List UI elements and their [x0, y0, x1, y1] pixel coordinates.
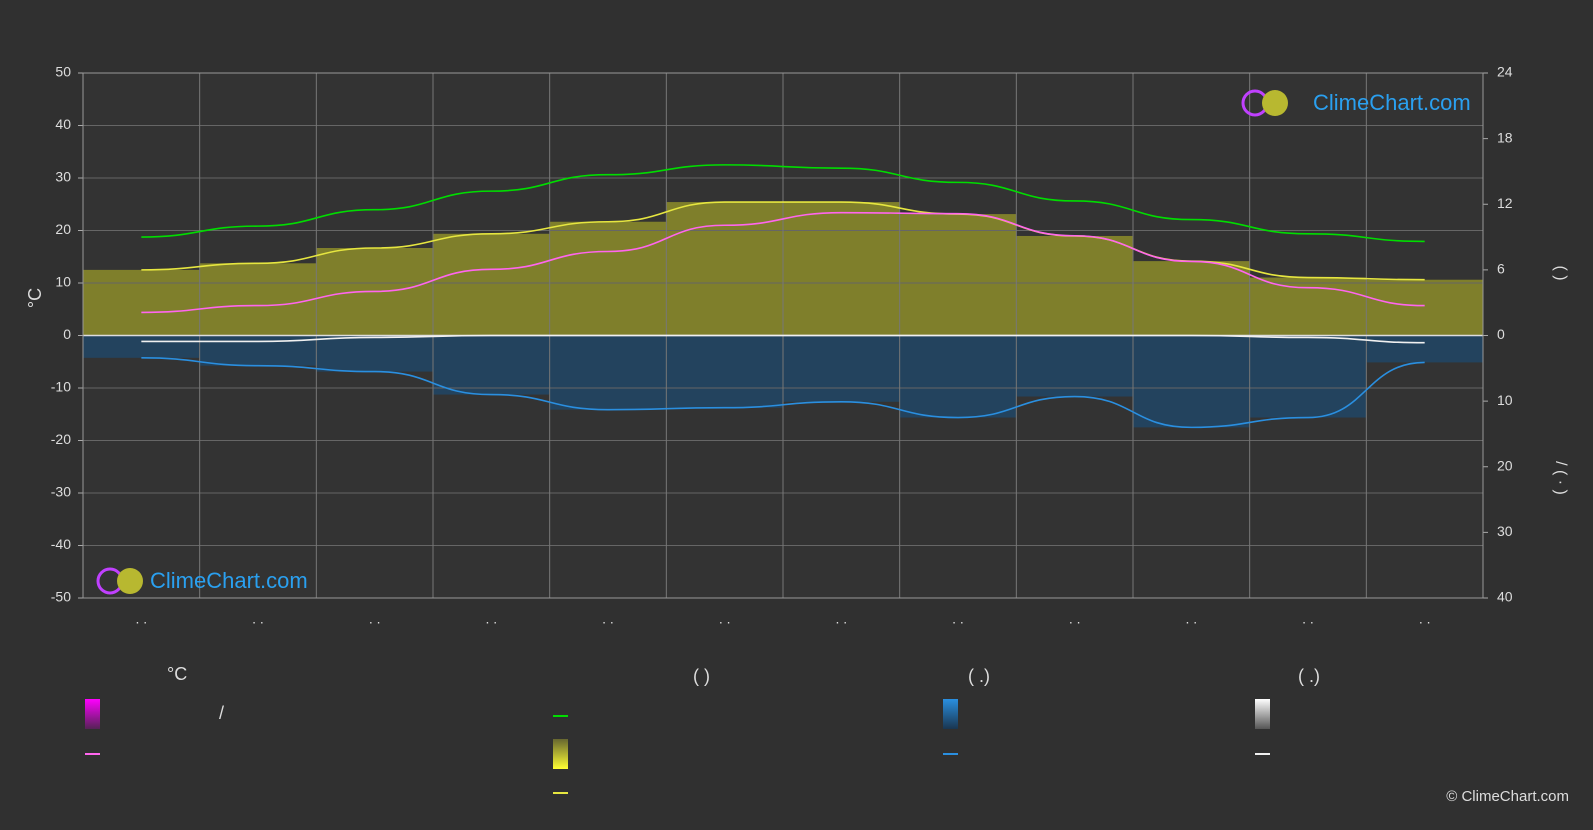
- y2-tick-label: 6: [1497, 261, 1505, 277]
- area-bar: [1016, 235, 1133, 336]
- y2-axis-label: ( ): [1552, 265, 1569, 280]
- y3-tick-label: 20: [1497, 457, 1513, 473]
- area-bar: [433, 233, 550, 336]
- x-tick-label: . .: [952, 611, 964, 627]
- x-tick-label: . .: [1185, 611, 1197, 627]
- logo-text: ClimeChart.com: [150, 568, 308, 593]
- area-bar: [549, 221, 667, 336]
- y-tick-label: 50: [55, 64, 71, 80]
- area-bar: [899, 214, 1017, 336]
- area-bar: [1249, 335, 1367, 418]
- x-tick-label: . .: [1302, 611, 1314, 627]
- area-bar: [899, 335, 1017, 418]
- legend-header: ( ): [693, 666, 710, 686]
- area-bar: [199, 263, 317, 336]
- y3-tick-label: 10: [1497, 392, 1513, 408]
- copyright: © ClimeChart.com: [1446, 788, 1569, 805]
- y-tick-label: 0: [63, 326, 71, 342]
- area-bar: [83, 269, 200, 336]
- series-line: [141, 334, 1425, 344]
- x-tick-label: . .: [835, 611, 847, 627]
- y2-tick-label: 18: [1497, 129, 1513, 145]
- logo: ClimeChart.com: [96, 567, 308, 595]
- legend-swatch: [553, 739, 568, 769]
- area-bar: [1133, 335, 1250, 428]
- legend-header: °C: [167, 664, 187, 684]
- area-bar: [666, 202, 783, 336]
- x-tick-label: . .: [135, 611, 147, 627]
- legend-text: /: [219, 703, 224, 723]
- y-tick-label: -10: [51, 379, 71, 395]
- legend-swatch: [85, 699, 100, 729]
- area-bar: [1133, 261, 1250, 336]
- x-tick-label: . .: [719, 611, 731, 627]
- area-bar: [783, 335, 900, 402]
- x-tick-label: . .: [602, 611, 614, 627]
- x-tick-label: . .: [485, 611, 497, 627]
- y-tick-label: 40: [55, 116, 71, 132]
- y-axis-label: °C: [25, 288, 45, 308]
- legend-header: ( .): [1298, 666, 1320, 686]
- legend-swatch: [943, 699, 958, 729]
- area-bar: [1016, 335, 1133, 397]
- area-bar: [783, 202, 900, 336]
- area-bar: [316, 335, 433, 372]
- series-line: [141, 164, 1425, 243]
- x-tick-label: . .: [1069, 611, 1081, 627]
- y3-axis-label: / ( · ): [1552, 461, 1569, 495]
- series-line: [141, 211, 1425, 314]
- y-tick-label: 10: [55, 274, 71, 290]
- area-bar: [433, 335, 550, 395]
- y2-tick-label: 0: [1497, 326, 1505, 342]
- plot: -50 -40 -30 -20 -10 0 10 20 30 40 50 0 6 12 18 24 10 20 30…: [51, 64, 1513, 627]
- y-tick-label: -20: [51, 431, 71, 447]
- area-bar: [1249, 277, 1367, 336]
- area-bar: [666, 335, 783, 408]
- x-tick-label: . .: [252, 611, 264, 627]
- y3-tick-label: 30: [1497, 523, 1513, 539]
- y3-tick-label: 40: [1497, 589, 1513, 605]
- legend-swatch: [1255, 699, 1270, 729]
- area-bar: [1366, 279, 1483, 336]
- y-tick-label: -40: [51, 536, 71, 552]
- area-bar: [549, 335, 667, 410]
- series-line: [141, 357, 1425, 429]
- y2-tick-label: 12: [1497, 195, 1513, 211]
- x-tick-label: . .: [369, 611, 381, 627]
- plot-frame: [82, 72, 1484, 599]
- y-tick-label: -30: [51, 484, 71, 500]
- area-bar: [1366, 335, 1483, 363]
- y-tick-label: -50: [51, 589, 71, 605]
- y-tick-label: 30: [55, 169, 71, 185]
- y-tick-label: 20: [55, 221, 71, 237]
- logo: ClimeChart.com: [1241, 89, 1471, 117]
- y2-tick-label: 24: [1497, 64, 1513, 80]
- legend-header: ( .): [968, 666, 990, 686]
- logo-text: ClimeChart.com: [1313, 90, 1471, 115]
- x-tick-label: . .: [1419, 611, 1431, 627]
- area-bar: [83, 335, 200, 358]
